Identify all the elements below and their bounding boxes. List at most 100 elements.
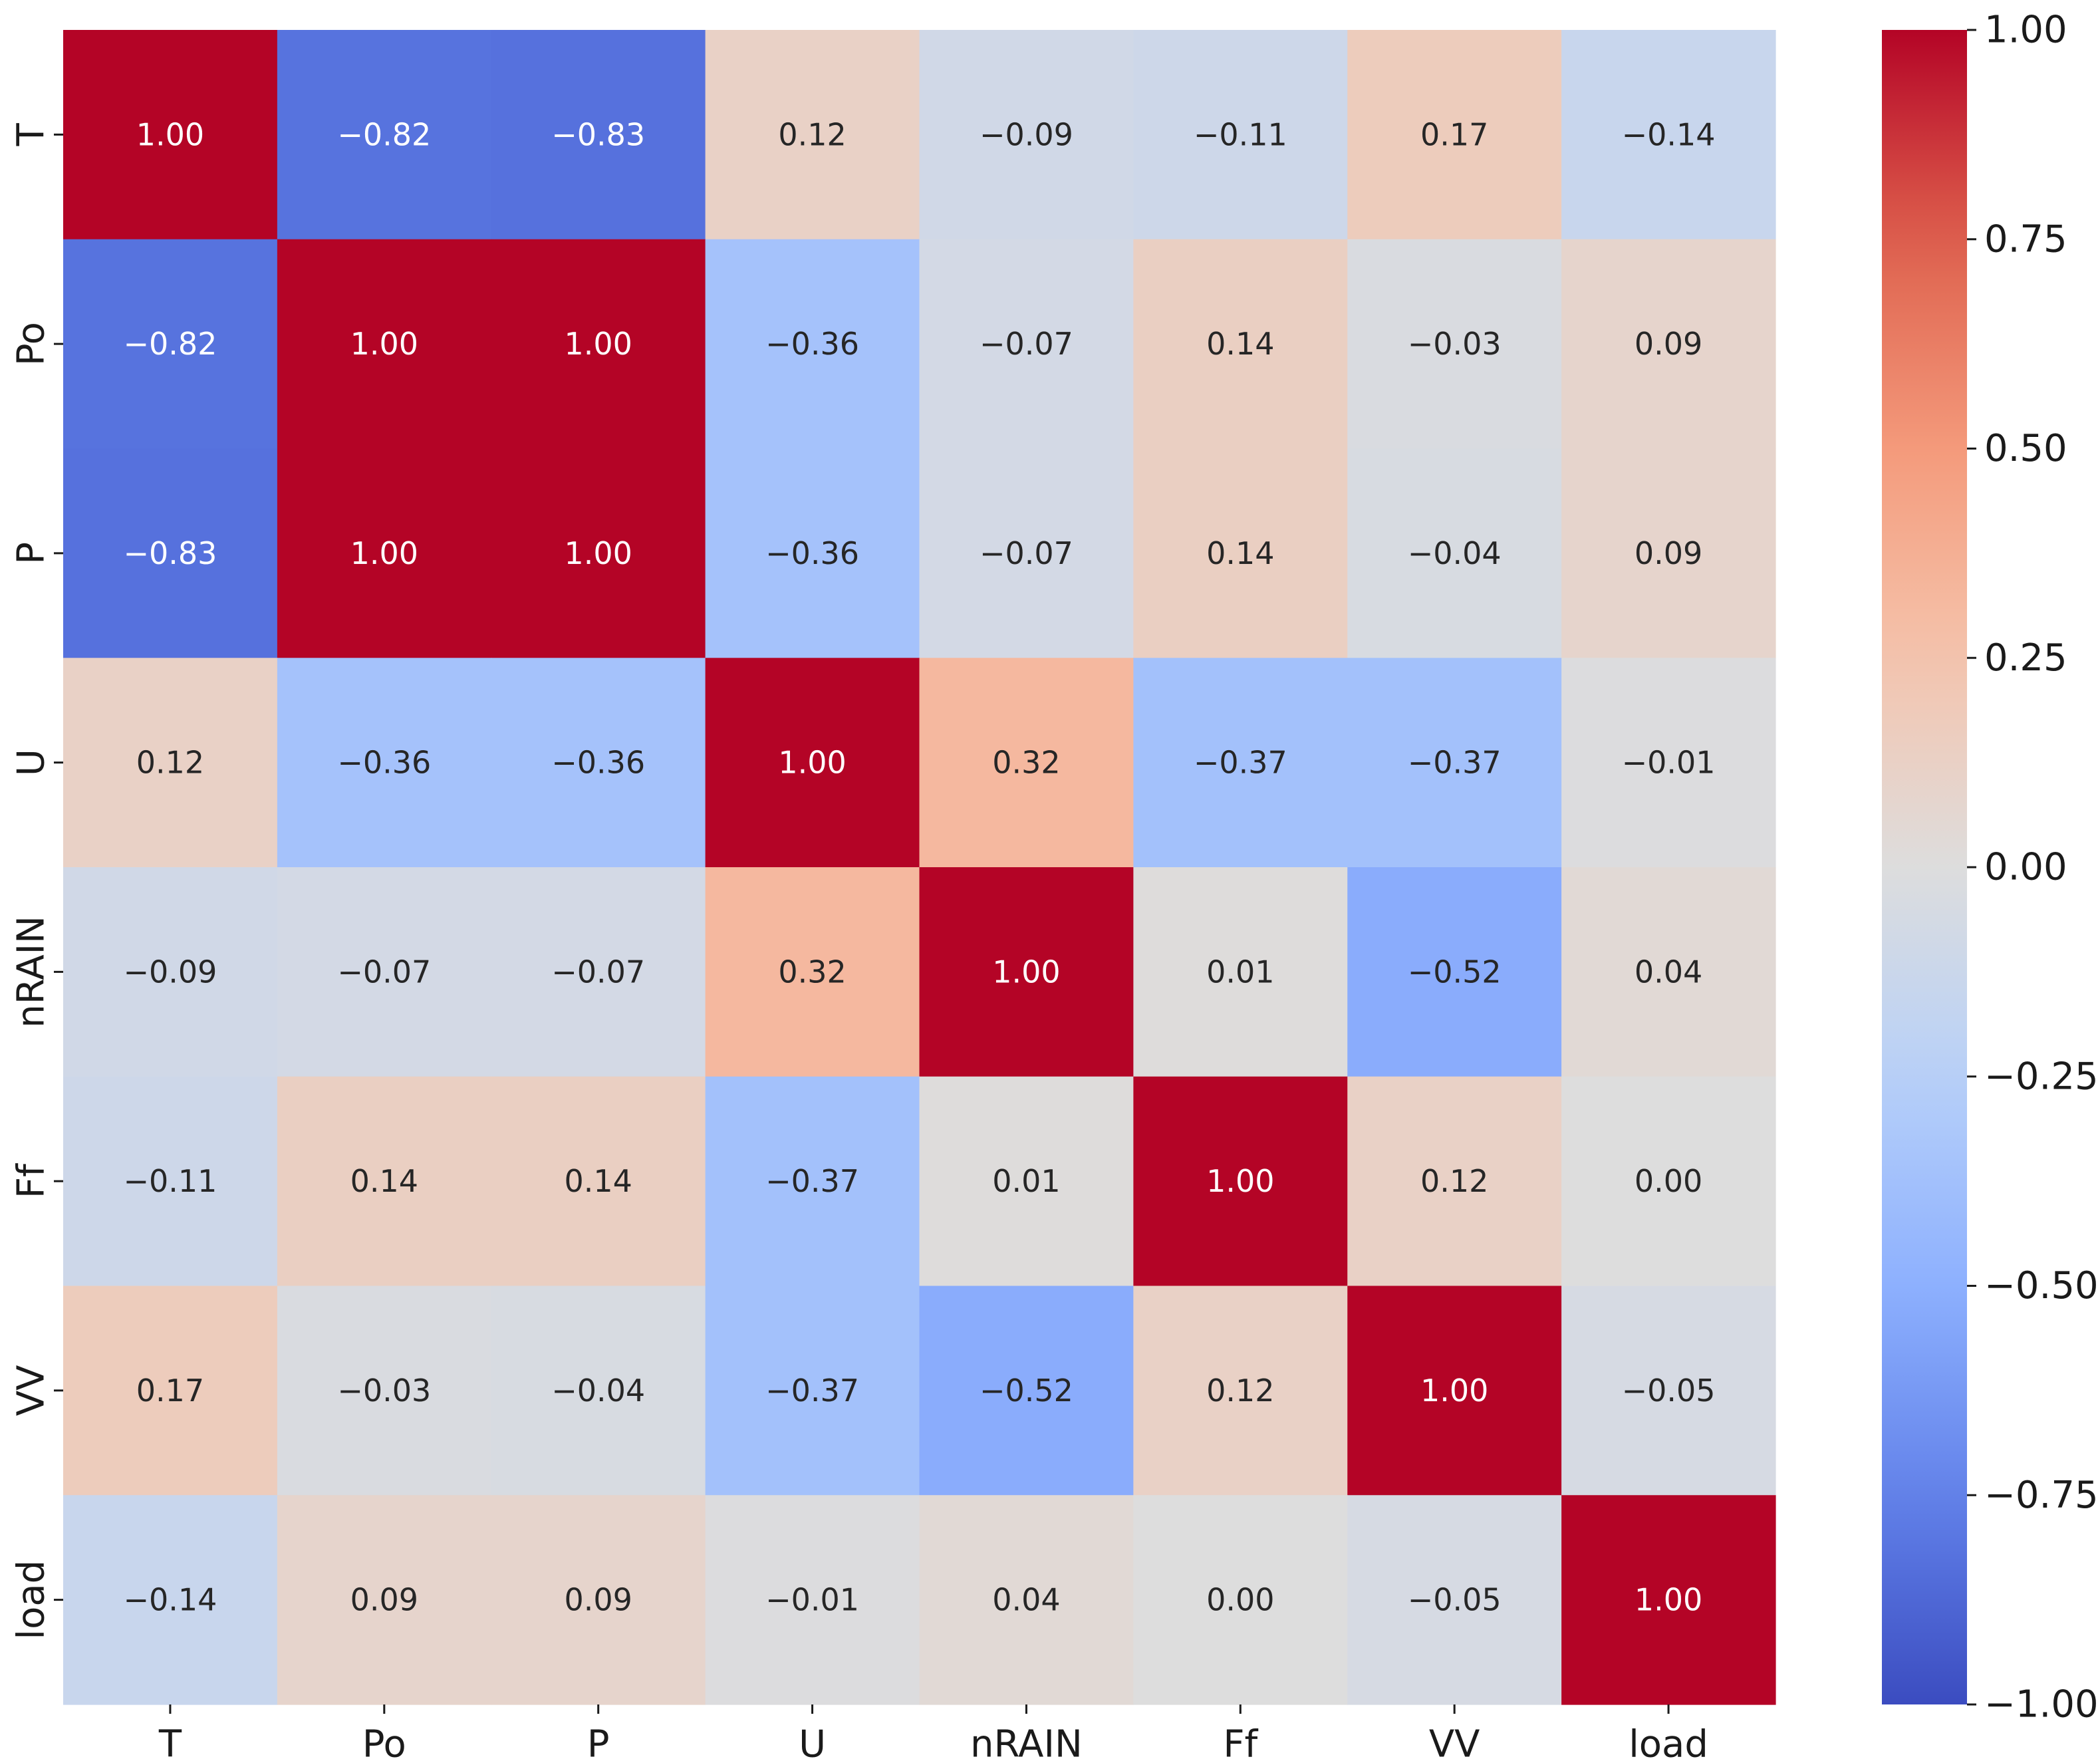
colorbar-tick-label-3: 0.25 — [1984, 636, 2067, 680]
heatmap-value-Ff-load: 0.00 — [1635, 1163, 1702, 1199]
y-tick-label-load: load — [10, 1560, 53, 1640]
y-tick-label-U: U — [10, 749, 53, 776]
y-tick-label-nRAIN: nRAIN — [10, 916, 53, 1028]
colorbar-tick-label-8: −1.00 — [1984, 1683, 2099, 1726]
heatmap-value-nRAIN-U: 0.32 — [778, 954, 846, 990]
heatmap-value-T-Po: −0.82 — [337, 116, 431, 152]
x-tick-label-P: P — [587, 1723, 610, 1759]
heatmap-cell-nRAIN-P — [491, 867, 706, 1077]
heatmap-value-Ff-U: −0.37 — [765, 1163, 859, 1199]
heatmap-value-T-VV: 0.17 — [1420, 116, 1488, 152]
heatmap-cell-load-T — [63, 1495, 278, 1705]
heatmap-cells — [63, 30, 1776, 1705]
heatmap-cell-nRAIN-Po — [277, 867, 492, 1077]
heatmap-cell-Ff-P — [491, 1076, 706, 1287]
heatmap-value-nRAIN-Po: −0.07 — [337, 954, 431, 990]
y-tick-label-Ff: Ff — [10, 1163, 53, 1198]
heatmap-value-VV-U: −0.37 — [765, 1373, 859, 1409]
heatmap-value-P-T: −0.83 — [123, 535, 217, 571]
heatmap-cell-U-U — [705, 658, 920, 868]
heatmap-value-load-load: 1.00 — [1635, 1582, 1702, 1618]
heatmap-value-T-P: −0.83 — [551, 116, 645, 152]
heatmap-value-Po-load: 0.09 — [1635, 326, 1702, 362]
heatmap-cell-load-Ff — [1133, 1495, 1348, 1705]
heatmap-value-T-nRAIN: −0.09 — [980, 116, 1073, 152]
heatmap-value-nRAIN-nRAIN: 1.00 — [992, 954, 1060, 990]
heatmap-value-nRAIN-P: −0.07 — [551, 954, 645, 990]
heatmap-value-Po-U: −0.36 — [765, 326, 859, 362]
x-tick-label-nRAIN: nRAIN — [970, 1723, 1083, 1759]
heatmap-cell-Po-VV — [1347, 239, 1562, 450]
heatmap-value-P-Po: 1.00 — [350, 535, 418, 571]
heatmap-cell-Po-U — [705, 239, 920, 450]
heatmap-cell-VV-P — [491, 1285, 706, 1496]
heatmap-cell-nRAIN-nRAIN — [919, 867, 1134, 1077]
heatmap-cell-P-T — [63, 448, 278, 658]
heatmap-value-load-nRAIN: 0.04 — [992, 1582, 1060, 1618]
colorbar: 1.00 0.75 0.50 0.25 0.00 −0.25 −0.50 −0.75 −1.00 — [1882, 9, 2099, 1726]
colorbar-tick-label-1: 0.75 — [1984, 217, 2067, 261]
heatmap-value-U-U: 1.00 — [778, 745, 846, 781]
heatmap-cell-Ff-T — [63, 1076, 278, 1287]
heatmap-cell-T-VV — [1347, 30, 1562, 240]
x-tick-label-Ff: Ff — [1223, 1723, 1258, 1759]
heatmap-cell-P-U — [705, 448, 920, 658]
heatmap-cell-nRAIN-T — [63, 867, 278, 1077]
heatmap-cell-nRAIN-U — [705, 867, 920, 1077]
heatmap-value-load-VV: −0.05 — [1408, 1582, 1502, 1618]
heatmap-cell-P-P — [491, 448, 706, 658]
heatmap-cell-Ff-Po — [277, 1076, 492, 1287]
heatmap-value-T-load: −0.14 — [1622, 116, 1716, 152]
heatmap-cell-U-VV — [1347, 658, 1562, 868]
heatmap-cell-T-U — [705, 30, 920, 240]
heatmap-cell-T-Ff — [1133, 30, 1348, 240]
heatmap-value-Ff-P: 0.14 — [564, 1163, 632, 1199]
heatmap-value-U-T: 0.12 — [136, 745, 204, 781]
heatmap-value-load-T: −0.14 — [123, 1582, 217, 1618]
heatmap-value-VV-nRAIN: −0.52 — [980, 1373, 1073, 1409]
x-tick-label-load: load — [1629, 1723, 1708, 1759]
heatmap-cell-U-load — [1561, 658, 1776, 868]
heatmap-cell-VV-Ff — [1133, 1285, 1348, 1496]
heatmap-cell-VV-U — [705, 1285, 920, 1496]
heatmap-cell-T-Po — [277, 30, 492, 240]
heatmap-cell-nRAIN-VV — [1347, 867, 1562, 1077]
heatmap-cell-Po-Ff — [1133, 239, 1348, 450]
heatmap-value-Ff-nRAIN: 0.01 — [992, 1163, 1060, 1199]
y-tick-label-Po: Po — [10, 322, 53, 366]
heatmap-cell-U-Ff — [1133, 658, 1348, 868]
colorbar-tick-label-5: −0.25 — [1984, 1055, 2099, 1098]
heatmap-cell-VV-Po — [277, 1285, 492, 1496]
heatmap-cell-VV-VV — [1347, 1285, 1562, 1496]
heatmap-value-load-Ff: 0.00 — [1206, 1582, 1274, 1618]
colorbar-gradient-bar — [1882, 30, 1967, 1704]
heatmap-value-load-U: −0.01 — [765, 1582, 859, 1618]
heatmap-cell-Po-load — [1561, 239, 1776, 450]
heatmap-cell-load-VV — [1347, 1495, 1562, 1705]
heatmap-value-nRAIN-Ff: 0.01 — [1206, 954, 1274, 990]
heatmap-cell-VV-T — [63, 1285, 278, 1496]
heatmap-value-U-P: −0.36 — [551, 745, 645, 781]
heatmap-value-U-VV: −0.37 — [1408, 745, 1502, 781]
heatmap-value-P-VV: −0.04 — [1408, 535, 1502, 571]
y-tick-label-P: P — [10, 542, 53, 565]
heatmap-value-VV-Ff: 0.12 — [1206, 1373, 1274, 1409]
heatmap-cell-Po-T — [63, 239, 278, 450]
heatmap-cell-Po-nRAIN — [919, 239, 1134, 450]
colorbar-tick-label-7: −0.75 — [1984, 1474, 2099, 1517]
heatmap-value-VV-P: −0.04 — [551, 1373, 645, 1409]
colorbar-tick-label-0: 1.00 — [1984, 9, 2067, 52]
heatmap-cell-load-U — [705, 1495, 920, 1705]
colorbar-tick-label-6: −0.50 — [1984, 1264, 2099, 1307]
heatmap-value-Ff-VV: 0.12 — [1420, 1163, 1488, 1199]
colorbar-tick-label-4: 0.00 — [1984, 846, 2067, 889]
heatmap-cell-T-T — [63, 30, 278, 240]
x-tick-label-T: T — [158, 1723, 182, 1759]
heatmap-cell-Po-Po — [277, 239, 492, 450]
heatmap-cell-nRAIN-load — [1561, 867, 1776, 1077]
heatmap-value-P-P: 1.00 — [564, 535, 632, 571]
heatmap-cell-Ff-nRAIN — [919, 1076, 1134, 1287]
